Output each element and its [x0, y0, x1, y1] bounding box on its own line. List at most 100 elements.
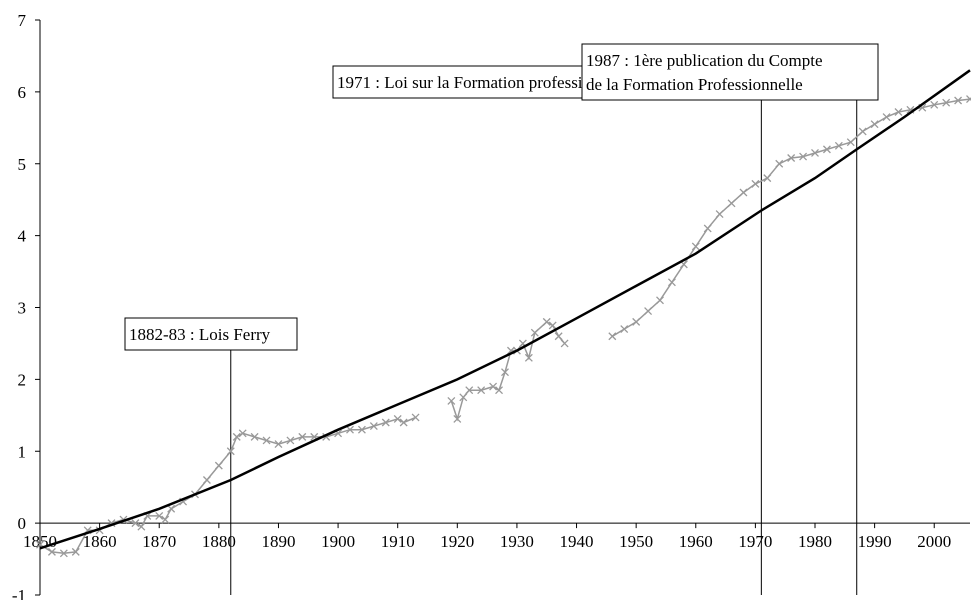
- marker: [167, 504, 176, 513]
- y-tick-label: 7: [18, 11, 27, 30]
- marker: [131, 519, 140, 528]
- marker: [560, 339, 569, 348]
- x-tick-label: 1870: [142, 532, 176, 551]
- marker: [727, 199, 736, 208]
- marker: [954, 96, 963, 105]
- marker: [286, 436, 295, 445]
- marker: [846, 138, 855, 147]
- marker: [489, 382, 498, 391]
- x-tick-label: 2000: [917, 532, 951, 551]
- x-tick-label: 1930: [500, 532, 534, 551]
- marker: [161, 515, 170, 524]
- marker: [542, 317, 551, 326]
- x-tick-label: 1950: [619, 532, 653, 551]
- marker: [477, 386, 486, 395]
- marker: [137, 522, 146, 531]
- marker: [459, 393, 468, 402]
- x-tick-label: 1940: [560, 532, 594, 551]
- y-tick-label: 1: [18, 442, 27, 461]
- marker: [942, 98, 951, 107]
- marker: [751, 179, 760, 188]
- series-line: [450, 320, 566, 422]
- y-tick-label: -1: [12, 586, 26, 600]
- marker: [703, 224, 712, 233]
- marker: [667, 278, 676, 287]
- marker: [715, 210, 724, 219]
- marker: [214, 461, 223, 470]
- marker: [298, 432, 307, 441]
- y-tick-label: 5: [18, 155, 27, 174]
- marker: [59, 549, 68, 558]
- marker: [381, 418, 390, 427]
- marker: [870, 120, 879, 129]
- series-line: [611, 98, 971, 337]
- marker: [495, 386, 503, 395]
- y-tick-label: 0: [18, 514, 27, 533]
- x-tick-label: 1990: [858, 532, 892, 551]
- y-tick-label: 2: [18, 370, 27, 389]
- marker: [882, 113, 891, 121]
- x-tick-label: 1920: [440, 532, 474, 551]
- marker: [811, 149, 819, 157]
- x-tick-label: 1960: [679, 532, 713, 551]
- marker: [262, 436, 271, 445]
- marker: [453, 414, 462, 423]
- marker: [966, 95, 971, 104]
- marker: [530, 328, 539, 337]
- marker: [71, 547, 80, 556]
- series-line: [39, 69, 971, 550]
- marker: [930, 100, 939, 109]
- marker: [357, 425, 366, 434]
- marker: [226, 447, 235, 456]
- marker: [834, 141, 843, 150]
- y-tick-label: 4: [18, 227, 27, 246]
- marker: [155, 511, 164, 520]
- x-tick-label: 1890: [261, 532, 295, 551]
- marker: [250, 432, 259, 441]
- marker: [739, 188, 748, 197]
- marker: [501, 368, 509, 377]
- marker: [620, 325, 629, 334]
- marker: [894, 108, 903, 116]
- marker: [232, 432, 241, 441]
- x-tick-label: 1860: [83, 532, 117, 551]
- x-tick-label: 1900: [321, 532, 355, 551]
- marker: [656, 296, 664, 305]
- marker: [369, 422, 378, 431]
- marker: [47, 547, 56, 556]
- marker: [399, 418, 408, 427]
- marker: [822, 145, 831, 154]
- marker: [763, 174, 772, 183]
- marker: [608, 332, 617, 341]
- annotation-text: 1882-83 : Lois Ferry: [129, 325, 271, 344]
- marker: [238, 429, 247, 438]
- x-tick-label: 1910: [381, 532, 415, 551]
- marker: [775, 159, 784, 168]
- marker: [787, 154, 796, 162]
- marker: [411, 413, 420, 422]
- x-tick-label: 1970: [738, 532, 772, 551]
- marker: [858, 127, 867, 136]
- x-tick-label: 1980: [798, 532, 832, 551]
- marker: [548, 321, 557, 330]
- y-tick-label: 3: [18, 299, 27, 318]
- marker: [393, 414, 402, 423]
- marker: [465, 386, 474, 395]
- marker: [644, 307, 653, 316]
- annotation-box: [581, 43, 879, 101]
- marker: [554, 332, 563, 341]
- annotation-text: de la Formation Professionnelle: [586, 75, 803, 94]
- annotation-box: [124, 317, 298, 351]
- marker: [447, 396, 456, 405]
- marker: [346, 425, 354, 434]
- marker: [799, 152, 808, 161]
- marker: [632, 317, 641, 326]
- marker: [274, 440, 283, 449]
- x-tick-label: 1880: [202, 532, 236, 551]
- marker: [202, 476, 211, 484]
- annotation-text: 1987 : 1ère publication du Compte: [586, 51, 823, 70]
- marker: [524, 353, 533, 362]
- marker: [691, 242, 700, 251]
- y-tick-label: 6: [18, 83, 27, 102]
